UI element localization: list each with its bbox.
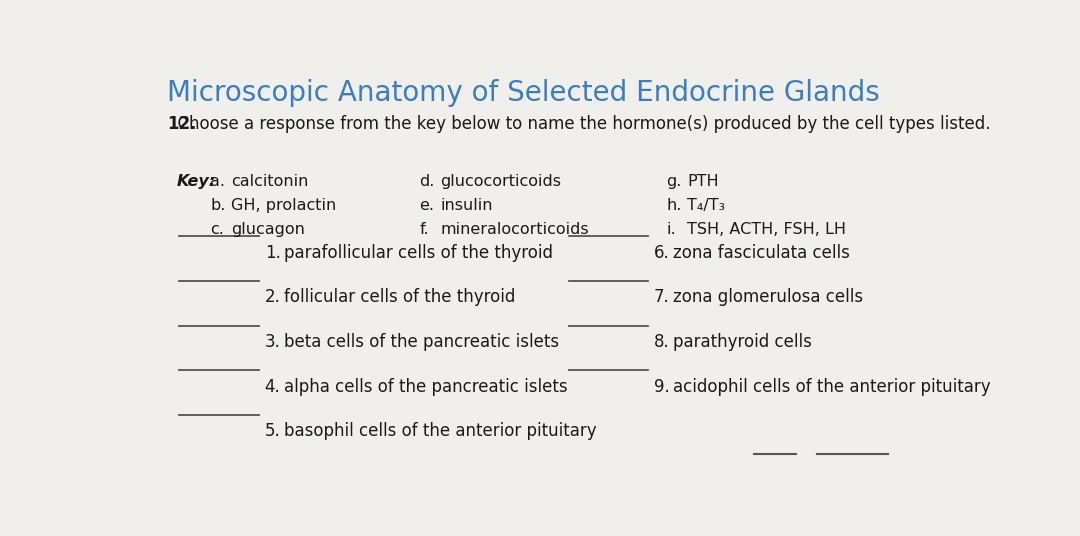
Text: 1.: 1. <box>265 244 281 262</box>
Text: basophil cells of the anterior pituitary: basophil cells of the anterior pituitary <box>284 422 596 440</box>
Text: 8.: 8. <box>653 333 670 351</box>
Text: h.: h. <box>666 198 681 213</box>
Text: 6.: 6. <box>653 244 670 262</box>
Text: e.: e. <box>420 198 434 213</box>
Text: zona fasciculata cells: zona fasciculata cells <box>673 244 850 262</box>
Text: 7.: 7. <box>653 288 670 307</box>
Text: b.: b. <box>211 198 226 213</box>
Text: 2.: 2. <box>265 288 281 307</box>
Text: d.: d. <box>420 174 435 189</box>
Text: TSH, ACTH, FSH, LH: TSH, ACTH, FSH, LH <box>688 221 847 236</box>
Text: calcitonin: calcitonin <box>231 174 309 189</box>
Text: glucocorticoids: glucocorticoids <box>441 174 562 189</box>
Text: parafollicular cells of the thyroid: parafollicular cells of the thyroid <box>284 244 553 262</box>
Text: insulin: insulin <box>441 198 492 213</box>
Text: 12.: 12. <box>166 115 197 133</box>
Text: g.: g. <box>666 174 681 189</box>
Text: acidophil cells of the anterior pituitary: acidophil cells of the anterior pituitar… <box>673 377 990 396</box>
Text: i.: i. <box>666 221 676 236</box>
Text: a.: a. <box>211 174 226 189</box>
Text: glucagon: glucagon <box>231 221 306 236</box>
Text: GH, prolactin: GH, prolactin <box>231 198 337 213</box>
Text: PTH: PTH <box>688 174 719 189</box>
Text: 9.: 9. <box>653 377 670 396</box>
Text: beta cells of the pancreatic islets: beta cells of the pancreatic islets <box>284 333 559 351</box>
Text: mineralocorticoids: mineralocorticoids <box>441 221 589 236</box>
Text: 5.: 5. <box>265 422 281 440</box>
Text: alpha cells of the pancreatic islets: alpha cells of the pancreatic islets <box>284 377 568 396</box>
Text: 3.: 3. <box>265 333 281 351</box>
Text: follicular cells of the thyroid: follicular cells of the thyroid <box>284 288 515 307</box>
Text: Key:: Key: <box>177 174 216 189</box>
Text: 4.: 4. <box>265 377 281 396</box>
Text: c.: c. <box>211 221 225 236</box>
Text: T₄/T₃: T₄/T₃ <box>688 198 726 213</box>
Text: Choose a response from the key below to name the hormone(s) produced by the cell: Choose a response from the key below to … <box>166 115 990 133</box>
Text: parathyroid cells: parathyroid cells <box>673 333 812 351</box>
Text: f.: f. <box>420 221 429 236</box>
Text: Microscopic Anatomy of Selected Endocrine Glands: Microscopic Anatomy of Selected Endocrin… <box>166 79 879 107</box>
Text: zona glomerulosa cells: zona glomerulosa cells <box>673 288 863 307</box>
